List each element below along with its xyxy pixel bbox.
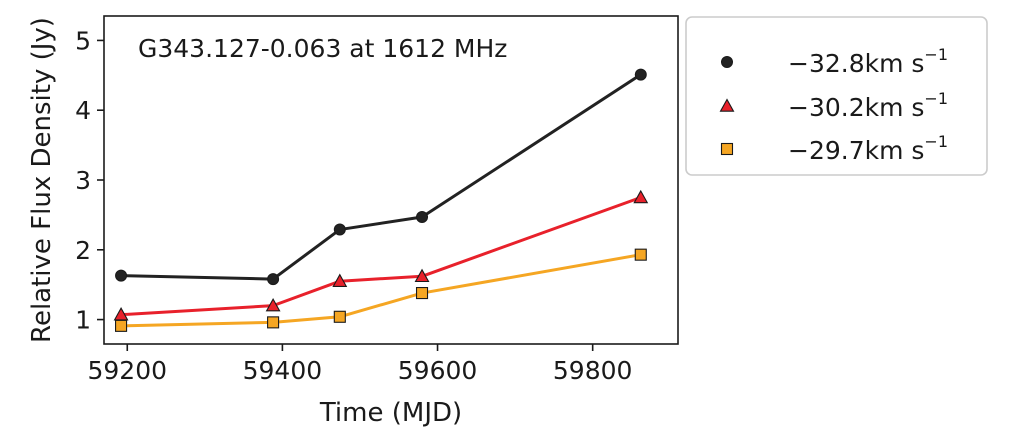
legend-label: −32.8km s−1 (788, 45, 948, 78)
x-tick-label: 59800 (553, 356, 633, 385)
y-axis: 1 2 3 4 5 (75, 26, 104, 335)
data-point (415, 287, 429, 300)
x-axis: 59200 59400 59600 59800 (88, 344, 633, 385)
chart-annotation: G343.127-0.063 at 1612 MHz (138, 34, 507, 63)
plot-layer (113, 68, 649, 332)
plot-frame (103, 15, 679, 345)
y-tick-label: 1 (75, 306, 91, 335)
data-point (332, 273, 348, 287)
series-line (121, 253, 642, 328)
y-tick-label: 3 (75, 166, 91, 195)
legend-marker (721, 56, 733, 68)
data-point (113, 307, 129, 321)
data-point (414, 268, 430, 283)
legend-label-exponent: −1 (924, 132, 948, 151)
x-tick-label: 59600 (398, 356, 478, 385)
legend-box (685, 16, 988, 176)
y-axis-title: Relative Flux Density (Jy) (27, 17, 57, 343)
data-point (333, 310, 346, 323)
data-point (634, 68, 647, 81)
legend-label: −30.2km s−1 (788, 89, 948, 122)
legend-label: −29.7km s−1 (788, 132, 948, 165)
y-tick-label: 4 (75, 96, 91, 125)
y-tick-label: 5 (75, 26, 91, 55)
legend-marker (719, 98, 735, 112)
data-point (634, 248, 647, 261)
legend-label-text: −30.2km s (788, 93, 924, 122)
legend-label-text: −32.8km s (788, 49, 924, 78)
legend-label-exponent: −1 (924, 45, 948, 64)
series-line (120, 196, 642, 317)
x-axis-title: Time (MJD) (319, 398, 462, 428)
x-tick-label: 59200 (88, 356, 168, 385)
series-line (121, 73, 642, 281)
data-point (265, 297, 281, 312)
x-tick-label: 59400 (243, 356, 323, 385)
data-point (267, 316, 280, 329)
legend-label-text: −29.7km s (788, 136, 924, 165)
data-point (633, 189, 649, 204)
legend-marker (720, 142, 734, 156)
data-point (416, 210, 429, 223)
data-point (333, 223, 346, 236)
y-tick-label: 2 (75, 236, 91, 265)
data-point (115, 319, 128, 332)
data-point (115, 269, 128, 282)
legend: −32.8km s−1−30.2km s−1−29.7km s−1 (685, 16, 988, 176)
legend-label-exponent: −1 (924, 89, 948, 108)
data-point (267, 273, 280, 286)
